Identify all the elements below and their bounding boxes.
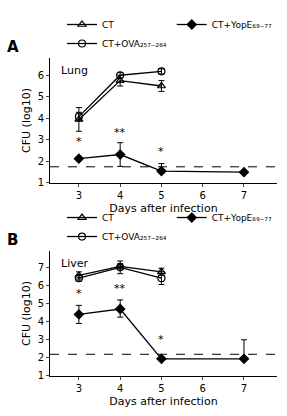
- svg-text:4: 4: [117, 190, 123, 201]
- svg-text:Lung: Lung: [61, 64, 88, 77]
- svg-text:*: *: [158, 145, 164, 158]
- svg-text:1: 1: [38, 370, 44, 381]
- svg-text:4: 4: [117, 383, 123, 394]
- svg-text:5: 5: [158, 383, 164, 394]
- svg-text:3: 3: [38, 334, 44, 345]
- svg-text:2: 2: [38, 352, 44, 363]
- svg-text:CFU (log10): CFU (log10): [20, 281, 33, 346]
- svg-text:3: 3: [76, 190, 82, 201]
- svg-text:CT+OVA₂₅₇₋₂₆₄: CT+OVA₂₅₇₋₂₆₄: [102, 39, 167, 49]
- svg-text:7: 7: [38, 262, 44, 273]
- svg-text:A: A: [7, 38, 19, 56]
- svg-text:CT: CT: [102, 213, 114, 223]
- svg-text:6: 6: [200, 383, 206, 394]
- svg-text:Liver: Liver: [61, 257, 88, 270]
- svg-text:4: 4: [38, 316, 44, 327]
- svg-text:*: *: [158, 333, 164, 346]
- svg-text:**: **: [114, 126, 126, 139]
- svg-text:3: 3: [38, 134, 44, 145]
- svg-text:CFU (log10): CFU (log10): [20, 88, 33, 153]
- svg-text:3: 3: [76, 383, 82, 394]
- svg-text:CT+OVA₂₅₇₋₂₆₄: CT+OVA₂₅₇₋₂₆₄: [102, 232, 167, 242]
- svg-text:4: 4: [38, 113, 44, 124]
- svg-text:*: *: [76, 287, 82, 300]
- svg-text:CT+YopE₆₉₋₇₇: CT+YopE₆₉₋₇₇: [212, 20, 272, 30]
- svg-text:6: 6: [200, 190, 206, 201]
- svg-text:5: 5: [158, 190, 164, 201]
- svg-text:7: 7: [241, 383, 247, 394]
- svg-text:B: B: [7, 231, 18, 249]
- svg-text:Days after infection: Days after infection: [109, 395, 217, 408]
- svg-text:CT+YopE₆₉₋₇₇: CT+YopE₆₉₋₇₇: [212, 213, 272, 223]
- svg-text:Days after infection: Days after infection: [109, 202, 217, 215]
- svg-text:6: 6: [38, 280, 44, 291]
- svg-text:CT: CT: [102, 20, 114, 30]
- svg-text:2: 2: [38, 156, 44, 167]
- svg-text:6: 6: [38, 70, 44, 81]
- svg-text:5: 5: [38, 298, 44, 309]
- svg-text:5: 5: [38, 91, 44, 102]
- svg-text:**: **: [114, 282, 126, 295]
- svg-text:1: 1: [38, 177, 44, 188]
- svg-text:*: *: [76, 135, 82, 148]
- svg-text:7: 7: [241, 190, 247, 201]
